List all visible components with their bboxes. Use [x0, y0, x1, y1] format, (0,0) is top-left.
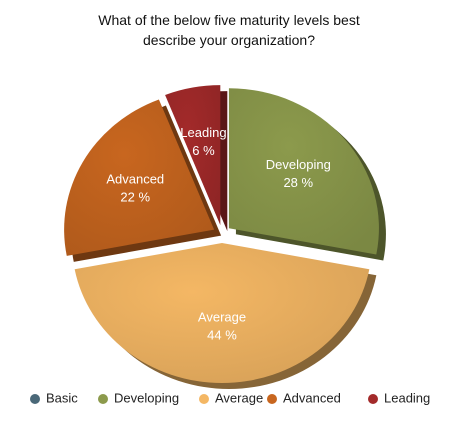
legend-marker: [199, 394, 209, 404]
legend-label: Average: [215, 390, 263, 405]
legend-label: Leading: [384, 390, 430, 405]
slice: [228, 88, 379, 255]
data-label-name: Developing: [266, 157, 331, 172]
legend-label: Developing: [114, 390, 179, 405]
slice: [165, 85, 221, 226]
data-label: 22 %: [120, 190, 150, 205]
legend-marker: [30, 394, 40, 404]
legend-label: Advanced: [283, 390, 341, 405]
legend-marker: [267, 394, 277, 404]
legend-label: Basic: [46, 390, 78, 405]
data-label-name: Advanced: [106, 172, 164, 187]
legend-marker: [98, 394, 108, 404]
data-label: 28 %: [283, 175, 313, 190]
chart-title: What of the below five maturity levels b…: [98, 12, 360, 48]
slice: [74, 243, 370, 384]
legend-marker: [368, 394, 378, 404]
data-label-name: Average: [198, 309, 246, 324]
data-label: 44 %: [207, 327, 237, 342]
data-label-name: Leading: [180, 125, 226, 140]
slice: [64, 99, 215, 256]
data-label: 6 %: [192, 143, 215, 158]
